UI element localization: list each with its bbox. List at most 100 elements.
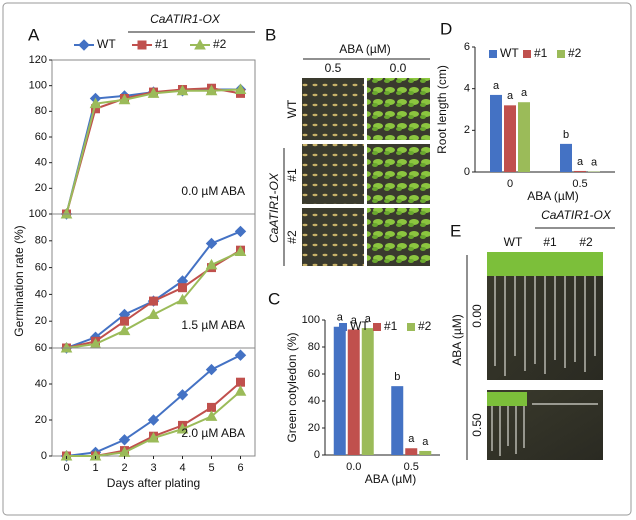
group-label: CaATIR1-OX [541, 208, 612, 222]
legend-title: CaATIR1-OX [150, 12, 221, 26]
group-label: CaATIR1-OX [267, 172, 281, 243]
y-tick-label: 60 [35, 131, 47, 143]
marker [118, 324, 131, 336]
bar [518, 102, 530, 172]
legend-label: #1 [534, 46, 548, 60]
column-label: WT [504, 235, 523, 249]
bar [574, 170, 586, 172]
legend-label: #1 [155, 37, 169, 51]
x-tick-label: 0.0 [346, 461, 361, 473]
x-tick-label: 0.5 [404, 461, 419, 473]
photo [367, 208, 430, 266]
legend-label: #2 [213, 37, 227, 51]
legend-marker [78, 39, 90, 51]
y-axis-label: Root length (cm) [435, 65, 449, 154]
marker [205, 363, 218, 376]
marker [120, 316, 129, 326]
marker [118, 434, 131, 446]
y-tick-label: 20 [35, 182, 47, 194]
marker [205, 84, 218, 96]
y-tick-label: 0 [464, 166, 470, 178]
axis-label: ABA (µM) [450, 314, 464, 366]
column-label: #2 [579, 235, 593, 249]
legend-label: #1 [384, 319, 398, 333]
y-tick-label: 2 [464, 124, 470, 136]
y-tick-label: 20 [35, 414, 47, 426]
bar [347, 329, 360, 455]
legend-label: WT [97, 37, 116, 51]
bar [391, 386, 404, 455]
marker [147, 414, 160, 426]
legend-label: WT [500, 46, 519, 60]
legend-swatch [407, 323, 415, 331]
legend-label: WT [350, 319, 369, 333]
y-tick-label: 100 [302, 314, 320, 326]
column-label: 0.5 [325, 61, 342, 75]
y-axis-label: Germination rate (%) [12, 225, 26, 336]
x-axis-label: ABA (µM) [527, 189, 579, 203]
y-tick-label: 100 [29, 80, 47, 92]
bar [405, 448, 418, 455]
x-tick-label: 1 [92, 462, 98, 474]
row-label: #1 [285, 168, 299, 182]
x-tick-label: 6 [237, 462, 243, 474]
x-tick-label: 2 [121, 462, 127, 474]
x-tick-label: 4 [179, 462, 185, 474]
significance-letter: a [577, 156, 584, 168]
y-tick-label: 40 [35, 378, 47, 390]
bar [361, 328, 374, 455]
x-axis-label: Days after plating [107, 476, 200, 490]
marker [147, 87, 160, 98]
marker [205, 410, 218, 421]
photo [302, 144, 364, 204]
y-tick-label: 40 [308, 395, 320, 407]
y-tick-label: 60 [35, 342, 47, 354]
x-tick-label: 0 [507, 178, 513, 190]
column-header: ABA (µM) [339, 42, 391, 56]
photo-roots [494, 276, 596, 376]
marker [176, 389, 189, 401]
y-tick-label: 4 [464, 83, 470, 95]
y-tick-label: 0 [41, 450, 47, 462]
legend-marker [194, 38, 206, 50]
panel-label: A [28, 25, 40, 44]
marker [176, 293, 189, 305]
marker [147, 308, 160, 319]
marker [205, 237, 218, 250]
x-axis-label: ABA (µM) [365, 472, 417, 486]
x-tick-label: 3 [150, 462, 156, 474]
y-tick-label: 80 [308, 341, 320, 353]
y-tick-label: 20 [308, 422, 320, 434]
y-tick-label: 0 [314, 449, 320, 461]
row-label: WT [285, 99, 299, 118]
significance-letter: a [351, 314, 358, 326]
panel-label: E [450, 221, 461, 240]
x-tick-label: 0.5 [572, 178, 587, 190]
marker [207, 402, 216, 412]
y-tick-label: 40 [35, 157, 47, 169]
panel-label: B [265, 25, 276, 44]
y-tick-label: 6 [464, 41, 470, 53]
row-label: 0.00 [470, 304, 484, 328]
photo [367, 144, 430, 204]
legend-label: #2 [418, 319, 432, 333]
marker [234, 83, 247, 95]
marker [178, 283, 187, 293]
bar [560, 143, 572, 172]
annotation: 0.0 µM ABA [181, 184, 245, 198]
marker [176, 422, 189, 434]
row-label: #2 [285, 230, 299, 244]
y-tick-label: 40 [35, 288, 47, 300]
bar [490, 94, 502, 172]
legend-swatch [373, 323, 381, 331]
marker [234, 385, 247, 396]
panel-label: C [268, 289, 280, 308]
legend-swatch [557, 50, 565, 58]
x-tick-label: 0 [63, 462, 69, 474]
significance-letter: a [493, 80, 500, 92]
y-tick-label: 60 [308, 368, 320, 380]
y-tick-label: 80 [35, 105, 47, 117]
marker [234, 245, 247, 257]
y-axis-label: Green cotyledon (%) [285, 332, 299, 442]
marker [89, 449, 102, 461]
